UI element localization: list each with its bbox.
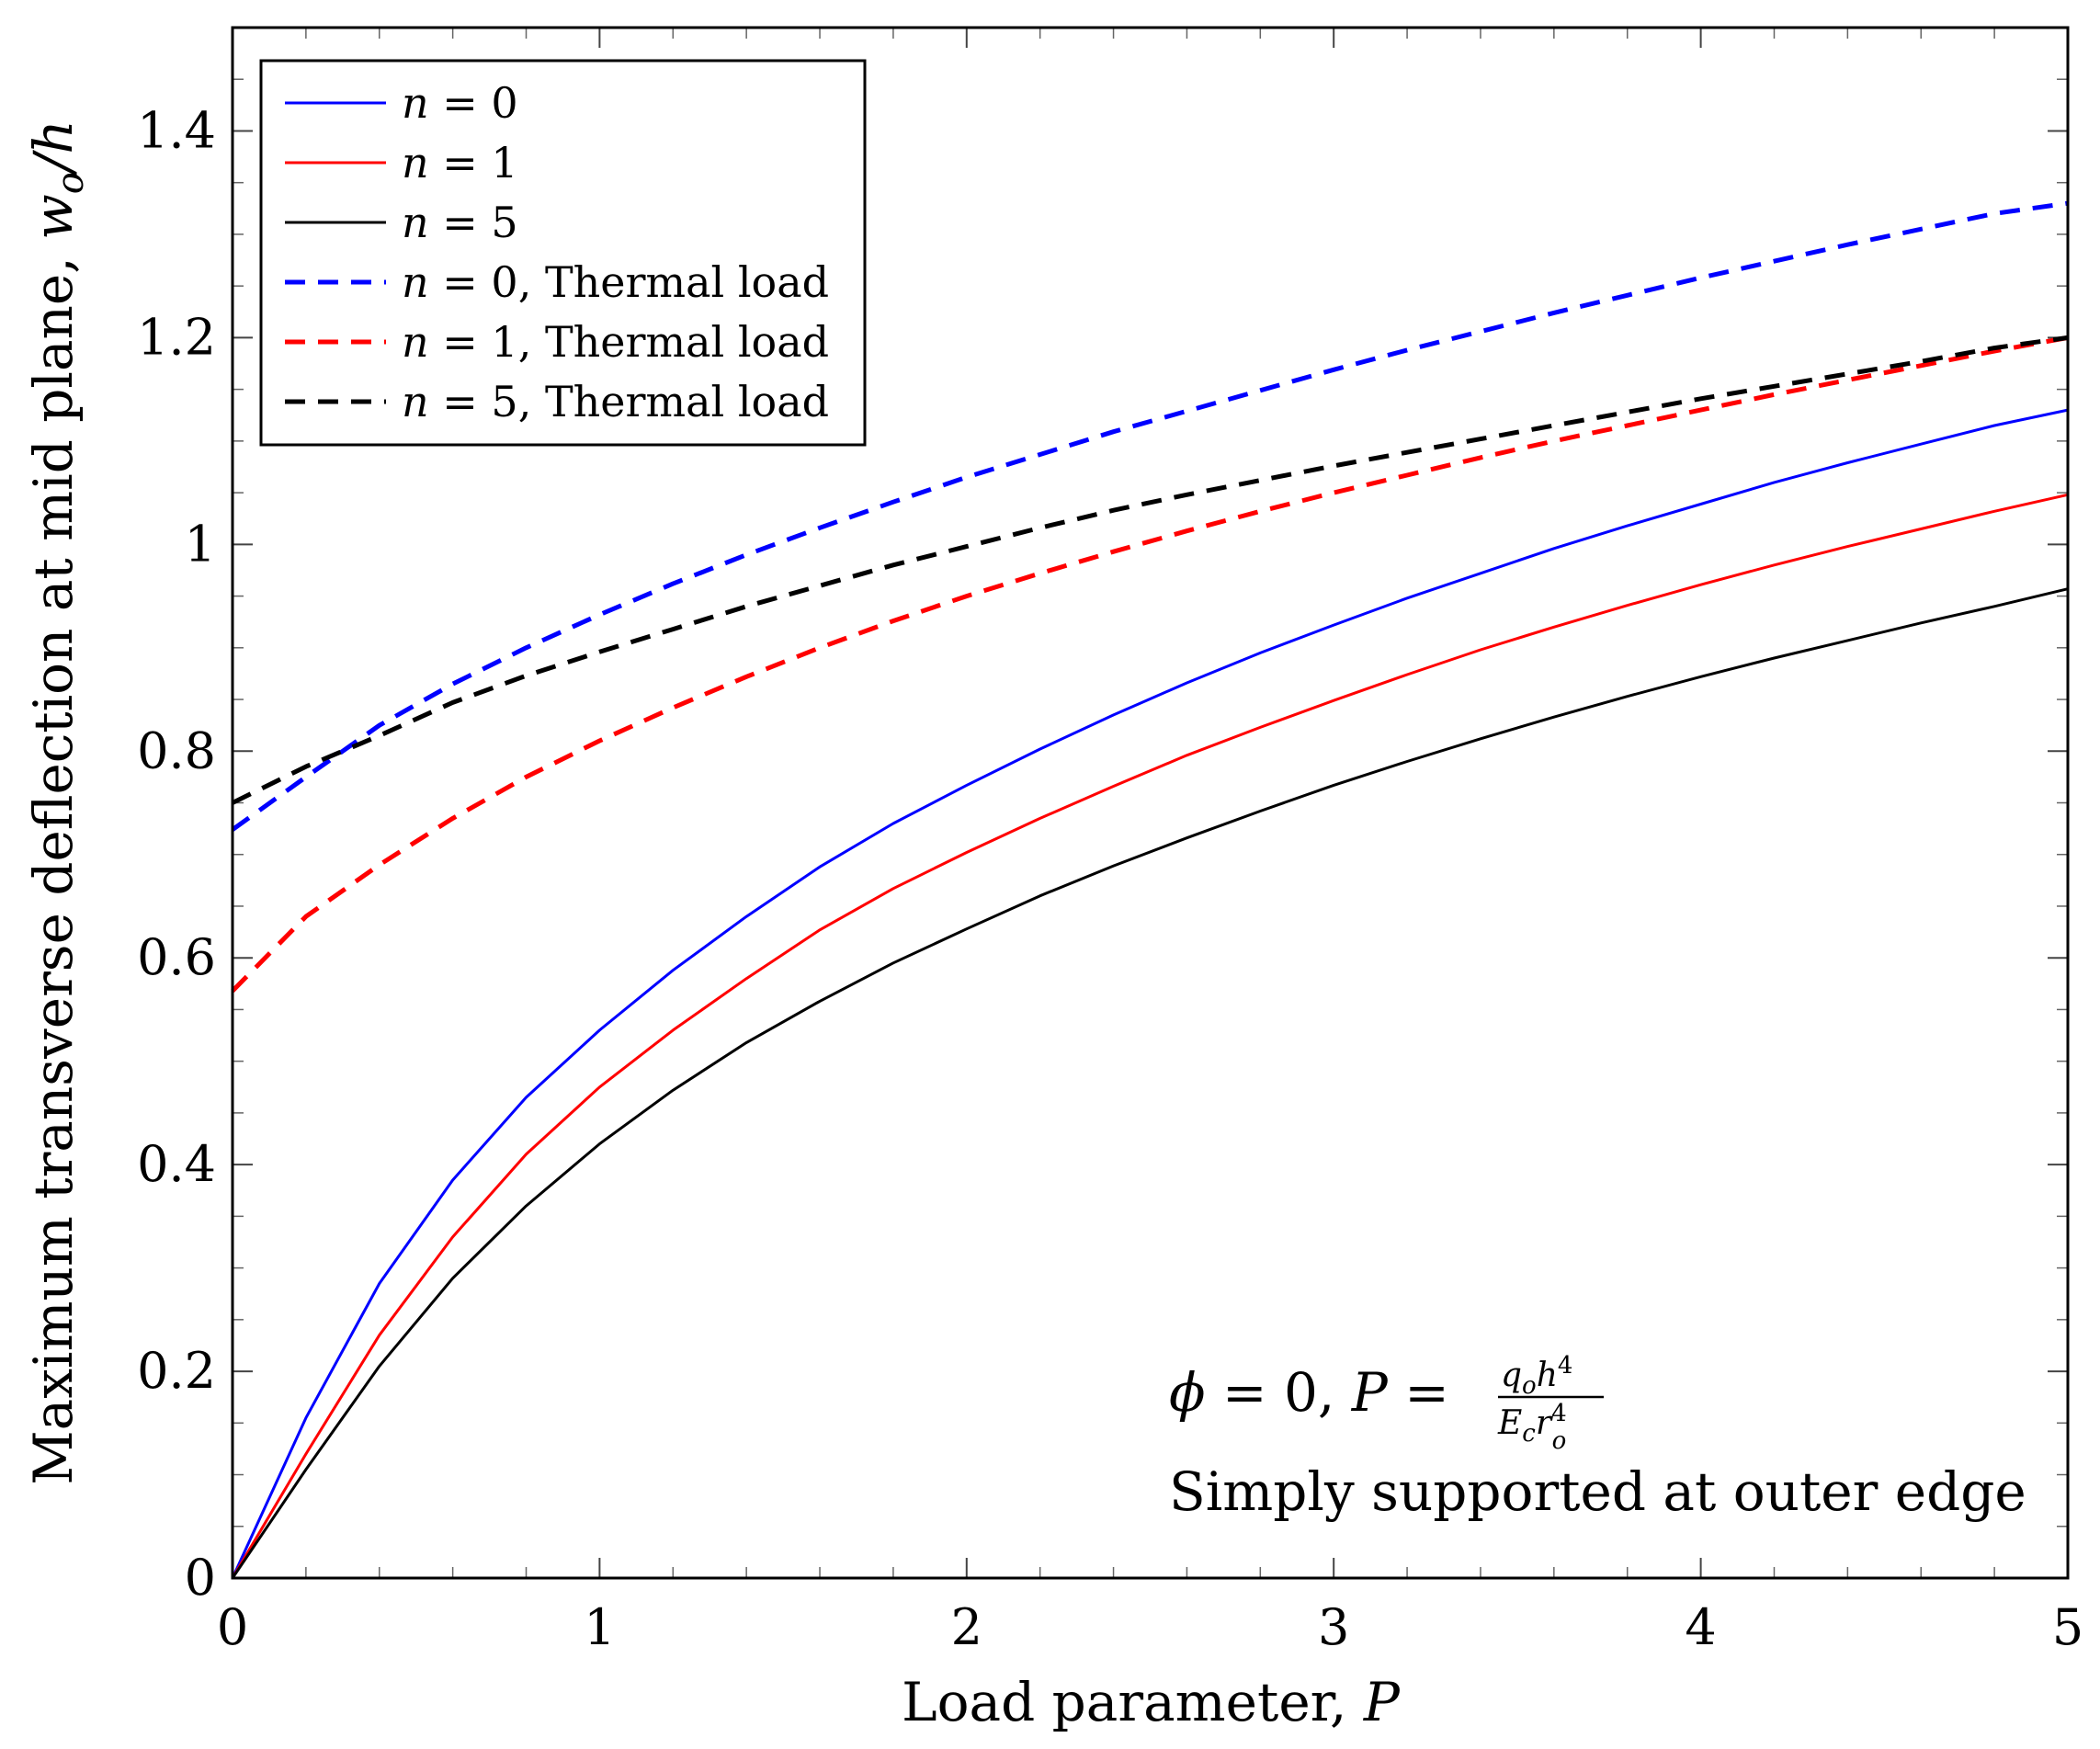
series-line-3	[231, 587, 2069, 1579]
legend: n = 0 n = 1 n = 5 n = 0, Thermal load n = 1,…	[259, 59, 867, 447]
y-tick-label: 1.2	[137, 308, 216, 366]
annotation: ϕ = 0, P = qoh4 Ecr4 o Simply supported a…	[1169, 1352, 2026, 1523]
x-tick-label: 1	[584, 1598, 615, 1656]
y-tick-label: 0.4	[137, 1135, 216, 1193]
x-tick-label: 4	[1685, 1598, 1716, 1656]
y-axis-title: Maximum transverse deflection at mid pla…	[22, 119, 92, 1485]
annot-num-q: q	[1501, 1357, 1522, 1394]
minor-ticks	[233, 27, 2068, 1578]
legend-label-3: n = 5	[402, 198, 518, 247]
y-axis-title-sub: o	[50, 172, 92, 194]
series-layer	[231, 200, 2069, 1579]
y-tick-label: 1.4	[137, 101, 216, 159]
legend-entries: n = 0 n = 1 n = 5 n = 0, Thermal load n = 1,…	[285, 78, 829, 426]
annot-P: P	[1351, 1361, 1389, 1424]
series-line-4	[231, 200, 2069, 832]
series-line-2	[231, 493, 2069, 1579]
x-tick-label: 3	[1318, 1598, 1349, 1656]
annot-den-c: c	[1522, 1420, 1536, 1448]
annot-num-o: o	[1522, 1372, 1537, 1400]
y-tick-label: 0.2	[137, 1342, 216, 1400]
x-tick-label: 0	[217, 1598, 248, 1656]
y-axis-title-tail: /h	[22, 119, 85, 176]
annot-den-E: E	[1497, 1404, 1522, 1442]
x-axis-title-var: P	[1363, 1671, 1401, 1733]
legend-box	[259, 59, 867, 447]
annot-eq2: =	[1388, 1361, 1449, 1424]
tick-labels: 0 1 2 3 4 5 0 0.2 0.4 0.6 0.8 1 1.2 1.4	[137, 101, 2083, 1656]
annot-den-4: 4	[1551, 1400, 1567, 1427]
annot-num-4: 4	[1558, 1352, 1573, 1380]
plot-frame	[231, 26, 2070, 1580]
annot-den-r: r	[1536, 1404, 1553, 1442]
annot-eq1: = 0,	[1206, 1361, 1352, 1424]
x-axis-title: Load parameter, P	[902, 1671, 1401, 1733]
legend-label-2: n = 1	[402, 138, 518, 187]
annot-frac-num: qoh4	[1501, 1352, 1572, 1400]
annot-num-h: h	[1537, 1357, 1558, 1394]
legend-label-1: n = 0	[402, 78, 518, 128]
annot-den-o: o	[1552, 1427, 1567, 1455]
y-tick-label: 0.6	[137, 928, 216, 986]
x-axis-title-text: Load parameter,	[902, 1671, 1364, 1733]
y-tick-label: 0	[185, 1549, 216, 1607]
legend-label-5: n = 1, Thermal load	[402, 317, 829, 367]
y-axis-title-var: w	[22, 194, 85, 240]
legend-label-4: n = 0, Thermal load	[402, 257, 829, 307]
y-axis-title-text: Maximum transverse deflection at mid pla…	[22, 240, 85, 1485]
annot-phi: ϕ	[1169, 1361, 1206, 1424]
x-tick-label: 5	[2052, 1598, 2083, 1656]
annot-frac-den: Ecr4 o	[1497, 1400, 1567, 1455]
series-line-1	[231, 408, 2069, 1579]
annotation-condition: Simply supported at outer edge	[1169, 1460, 2026, 1523]
x-tick-label: 2	[951, 1598, 982, 1656]
annotation-formula: ϕ = 0, P =	[1169, 1361, 1449, 1424]
y-tick-label: 1	[185, 515, 216, 573]
series-line-5	[231, 335, 2069, 993]
y-tick-label: 0.8	[137, 721, 216, 779]
series-line-6	[231, 335, 2069, 805]
legend-label-6: n = 5, Thermal load	[402, 377, 829, 426]
